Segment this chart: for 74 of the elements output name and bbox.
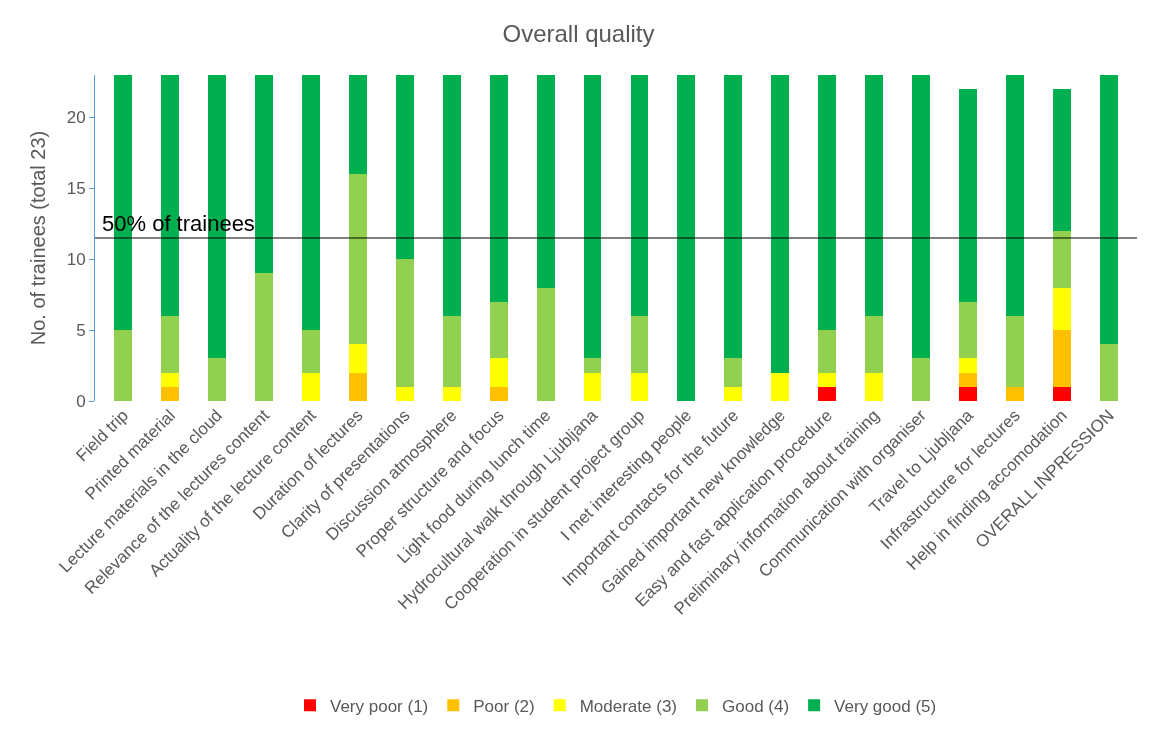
bar bbox=[724, 358, 743, 387]
bar bbox=[912, 358, 931, 401]
y-tick-label: 0 bbox=[76, 391, 86, 411]
bar bbox=[442, 75, 461, 316]
bar bbox=[161, 372, 180, 387]
bar bbox=[161, 386, 180, 401]
bar bbox=[348, 372, 367, 401]
bar bbox=[818, 372, 837, 387]
legend-label: Good (4) bbox=[722, 696, 790, 716]
bar bbox=[1052, 287, 1071, 331]
legend-label: Moderate (3) bbox=[579, 696, 678, 716]
bar bbox=[489, 358, 508, 387]
bar bbox=[301, 75, 320, 331]
legend-label: Very good (5) bbox=[834, 696, 937, 716]
bar bbox=[1006, 315, 1024, 387]
bar bbox=[818, 330, 837, 373]
y-tick-label: 5 bbox=[76, 321, 86, 341]
bar bbox=[912, 75, 931, 359]
bar bbox=[255, 75, 273, 274]
bar bbox=[959, 358, 977, 373]
bar bbox=[348, 75, 367, 175]
bar bbox=[489, 386, 508, 401]
bar bbox=[724, 386, 743, 401]
bar bbox=[536, 75, 555, 288]
legend-label: Very poor (1) bbox=[330, 696, 429, 716]
bar bbox=[724, 75, 743, 359]
bar bbox=[818, 75, 837, 331]
bar bbox=[442, 315, 461, 387]
bar bbox=[959, 372, 977, 387]
bar bbox=[1052, 386, 1071, 401]
bar bbox=[489, 75, 508, 302]
y-axis-title: No. of trainees (total 23) bbox=[27, 130, 49, 346]
bar bbox=[1006, 75, 1024, 316]
bar bbox=[1052, 89, 1071, 231]
bar bbox=[865, 315, 884, 373]
bar bbox=[630, 372, 649, 401]
bar bbox=[677, 75, 696, 401]
bar bbox=[395, 75, 414, 260]
bar bbox=[959, 89, 977, 302]
bar bbox=[771, 372, 790, 401]
y-tick-label: 15 bbox=[66, 179, 86, 199]
bar bbox=[959, 386, 977, 401]
bar bbox=[161, 315, 180, 373]
bar bbox=[771, 75, 790, 373]
bar bbox=[583, 75, 602, 359]
legend-label: Poor (2) bbox=[473, 696, 535, 716]
bar bbox=[114, 330, 133, 401]
bar bbox=[395, 259, 414, 387]
bar bbox=[489, 301, 508, 359]
bar bbox=[583, 372, 602, 401]
bar bbox=[442, 386, 461, 401]
bar bbox=[865, 75, 884, 316]
bar bbox=[536, 287, 555, 401]
chart-title: Overall quality bbox=[502, 20, 655, 48]
bar bbox=[1099, 75, 1118, 345]
bar bbox=[865, 372, 884, 401]
y-tick-label: 10 bbox=[66, 250, 86, 270]
bar bbox=[959, 301, 977, 359]
bar bbox=[348, 174, 367, 345]
bar bbox=[818, 386, 837, 401]
bar bbox=[1006, 386, 1024, 401]
bar bbox=[208, 358, 226, 401]
bar bbox=[348, 344, 367, 373]
y-tick-label: 20 bbox=[66, 108, 86, 128]
bar bbox=[630, 315, 649, 373]
bar bbox=[395, 386, 414, 401]
bar bbox=[583, 358, 602, 373]
bar bbox=[301, 330, 320, 373]
bar bbox=[1099, 344, 1118, 401]
bar bbox=[1052, 230, 1071, 288]
bar bbox=[255, 273, 273, 401]
bar bbox=[301, 372, 320, 401]
bar bbox=[1052, 330, 1071, 387]
bar bbox=[630, 75, 649, 316]
